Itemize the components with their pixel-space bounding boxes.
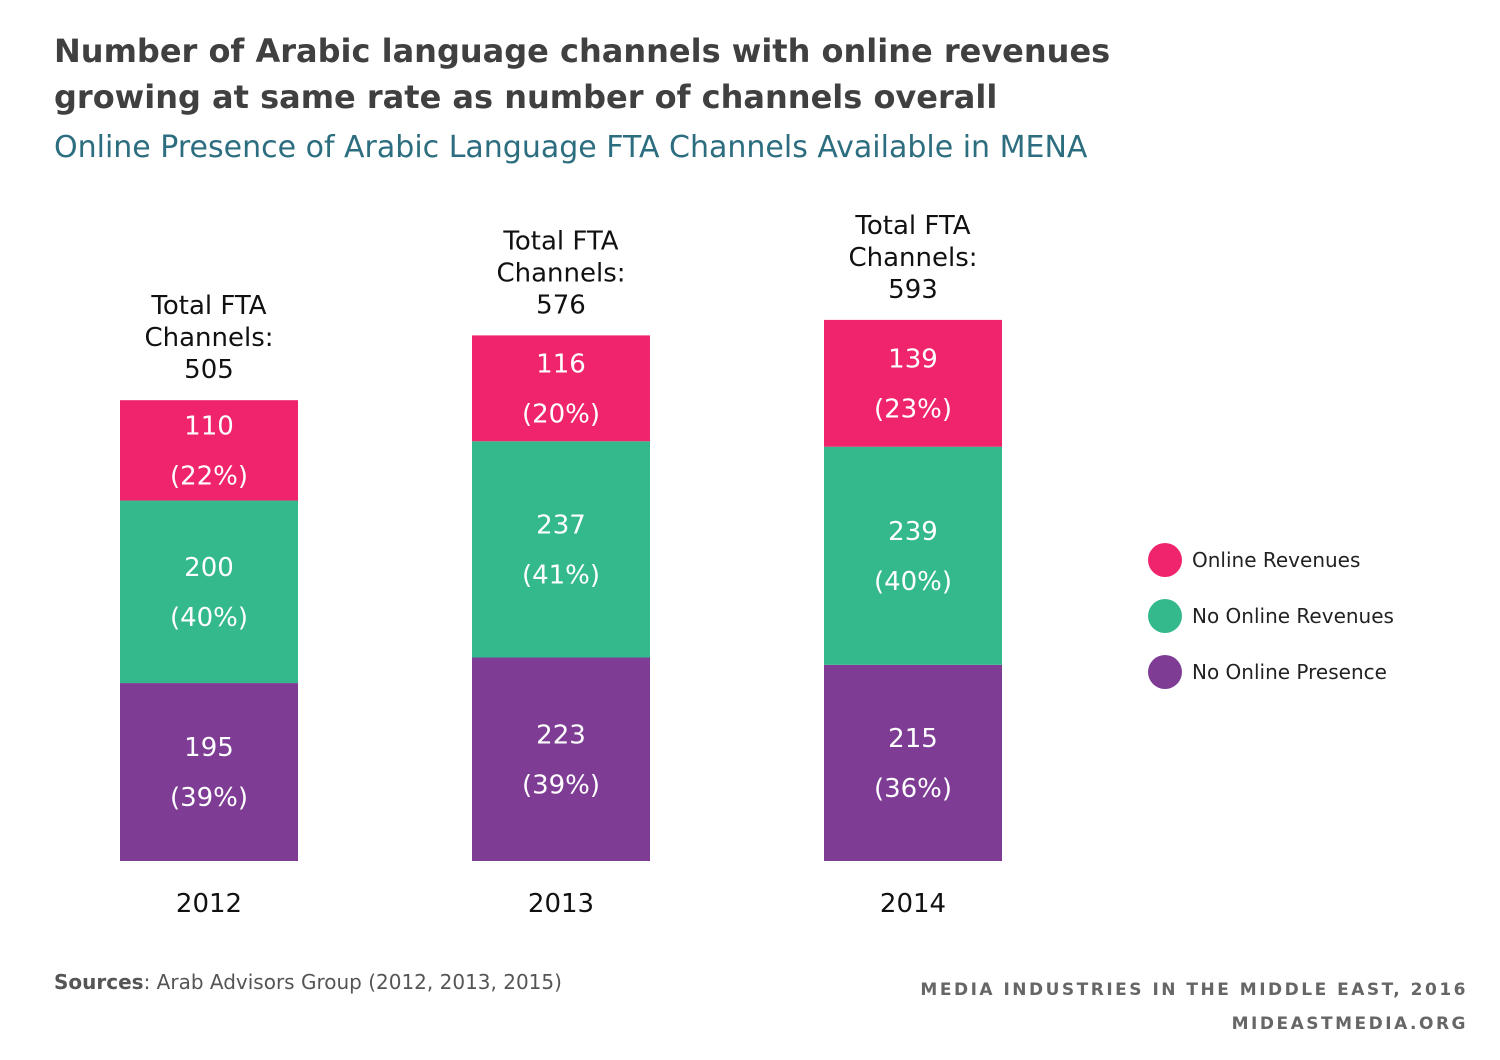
value-label-online-revenues-2013: 116 xyxy=(536,349,586,379)
bar-segment-online-revenues-2012 xyxy=(120,400,298,501)
value-label-no-online-presence-2013: 223 xyxy=(536,720,586,750)
bar-segment-online-revenues-2014 xyxy=(824,319,1002,447)
x-tick-label-2013: 2013 xyxy=(528,889,594,919)
bar-segment-online-revenues-2013 xyxy=(472,335,650,442)
legend-swatch-online-revenues xyxy=(1148,543,1182,577)
value-label-online-revenues-2012: 110 xyxy=(184,411,234,441)
percent-label-no-online-revenues-2013: (41%) xyxy=(522,560,600,590)
percent-label-no-online-presence-2012: (39%) xyxy=(170,783,248,813)
total-label-2014-line-3: 593 xyxy=(888,275,938,305)
x-tick-label-2014: 2014 xyxy=(880,889,946,919)
value-label-no-online-revenues-2014: 239 xyxy=(888,517,938,547)
total-label-2013-line-2: Channels: xyxy=(496,258,625,288)
value-label-no-online-revenues-2013: 237 xyxy=(536,510,586,540)
chart-title: Number of Arabic language channels with … xyxy=(54,28,1254,120)
bar-segment-no-online-presence-2012 xyxy=(120,683,298,861)
total-label-2012-line-3: 505 xyxy=(184,355,234,385)
legend-label-no-online-revenues: No Online Revenues xyxy=(1192,604,1394,628)
legend-item-no-online-presence: No Online Presence xyxy=(1148,644,1394,700)
legend-swatch-no-online-revenues xyxy=(1148,599,1182,633)
legend-item-no-online-revenues: No Online Revenues xyxy=(1148,588,1394,644)
value-label-online-revenues-2014: 139 xyxy=(888,344,938,374)
footer-publication: MEDIA INDUSTRIES IN THE MIDDLE EAST, 201… xyxy=(920,980,1468,1000)
percent-label-no-online-revenues-2012: (40%) xyxy=(170,603,248,633)
sources-note: Sources: Arab Advisors Group (2012, 2013… xyxy=(54,970,562,994)
value-label-no-online-revenues-2012: 200 xyxy=(184,553,234,583)
percent-label-no-online-presence-2014: (36%) xyxy=(874,774,952,804)
value-label-no-online-presence-2014: 215 xyxy=(888,724,938,754)
percent-label-no-online-revenues-2014: (40%) xyxy=(874,567,952,597)
bar-segment-no-online-revenues-2014 xyxy=(824,446,1002,665)
chart-subtitle: Online Presence of Arabic Language FTA C… xyxy=(54,130,1088,165)
value-label-no-online-presence-2012: 195 xyxy=(184,733,234,763)
bar-segment-no-online-presence-2014 xyxy=(824,664,1002,861)
percent-label-no-online-presence-2013: (39%) xyxy=(522,770,600,800)
footer-website: MIDEASTMEDIA.ORG xyxy=(1231,1014,1468,1034)
legend-swatch-no-online-presence xyxy=(1148,655,1182,689)
chart-title-line-1: Number of Arabic language channels with … xyxy=(54,32,1111,70)
sources-label: Sources xyxy=(54,970,144,994)
bar-segment-no-online-revenues-2013 xyxy=(472,441,650,658)
total-label-2014-line-1: Total FTA xyxy=(854,211,970,241)
chart-title-line-2: growing at same rate as number of channe… xyxy=(54,78,998,116)
x-tick-label-2012: 2012 xyxy=(176,889,242,919)
legend-label-no-online-presence: No Online Presence xyxy=(1192,660,1387,684)
percent-label-online-revenues-2013: (20%) xyxy=(522,399,600,429)
sources-text: : Arab Advisors Group (2012, 2013, 2015) xyxy=(143,970,562,994)
legend: Online Revenues No Online Revenues No On… xyxy=(1148,532,1394,700)
legend-item-online-revenues: Online Revenues xyxy=(1148,532,1394,588)
total-label-2012-line-1: Total FTA xyxy=(150,291,266,321)
total-label-2013-line-3: 576 xyxy=(536,290,586,320)
percent-label-online-revenues-2014: (23%) xyxy=(874,394,952,424)
legend-label-online-revenues: Online Revenues xyxy=(1192,548,1361,572)
percent-label-online-revenues-2012: (22%) xyxy=(170,461,248,491)
total-label-2013-line-1: Total FTA xyxy=(502,226,618,256)
total-label-2014-line-2: Channels: xyxy=(848,243,977,273)
bar-segment-no-online-revenues-2012 xyxy=(120,500,298,684)
total-label-2012-line-2: Channels: xyxy=(144,323,273,353)
bar-segment-no-online-presence-2013 xyxy=(472,657,650,861)
